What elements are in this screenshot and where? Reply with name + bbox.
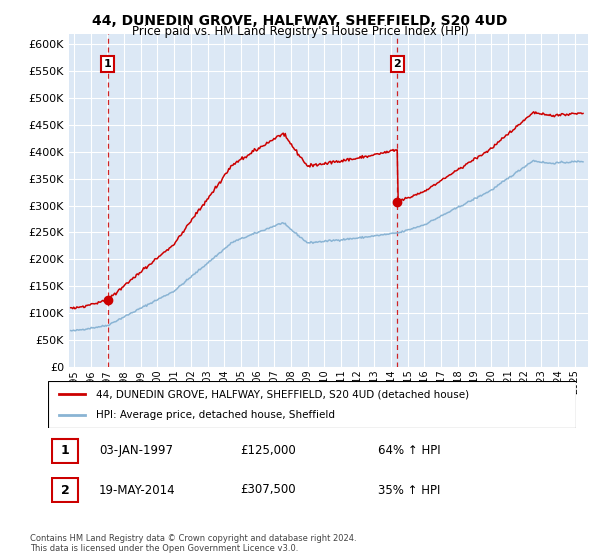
Text: £125,000: £125,000 — [240, 444, 296, 458]
Text: 44, DUNEDIN GROVE, HALFWAY, SHEFFIELD, S20 4UD: 44, DUNEDIN GROVE, HALFWAY, SHEFFIELD, S… — [92, 14, 508, 28]
Text: £307,500: £307,500 — [240, 483, 296, 497]
Text: 35% ↑ HPI: 35% ↑ HPI — [378, 483, 440, 497]
Text: 2: 2 — [61, 483, 70, 497]
Text: HPI: Average price, detached house, Sheffield: HPI: Average price, detached house, Shef… — [95, 410, 335, 420]
Text: 44, DUNEDIN GROVE, HALFWAY, SHEFFIELD, S20 4UD (detached house): 44, DUNEDIN GROVE, HALFWAY, SHEFFIELD, S… — [95, 389, 469, 399]
Text: 2: 2 — [394, 59, 401, 69]
Text: 19-MAY-2014: 19-MAY-2014 — [99, 483, 176, 497]
Text: 1: 1 — [61, 444, 70, 458]
Text: 1: 1 — [104, 59, 112, 69]
Text: 03-JAN-1997: 03-JAN-1997 — [99, 444, 173, 458]
Text: 64% ↑ HPI: 64% ↑ HPI — [378, 444, 440, 458]
Text: Price paid vs. HM Land Registry's House Price Index (HPI): Price paid vs. HM Land Registry's House … — [131, 25, 469, 38]
Text: Contains HM Land Registry data © Crown copyright and database right 2024.
This d: Contains HM Land Registry data © Crown c… — [30, 534, 356, 553]
